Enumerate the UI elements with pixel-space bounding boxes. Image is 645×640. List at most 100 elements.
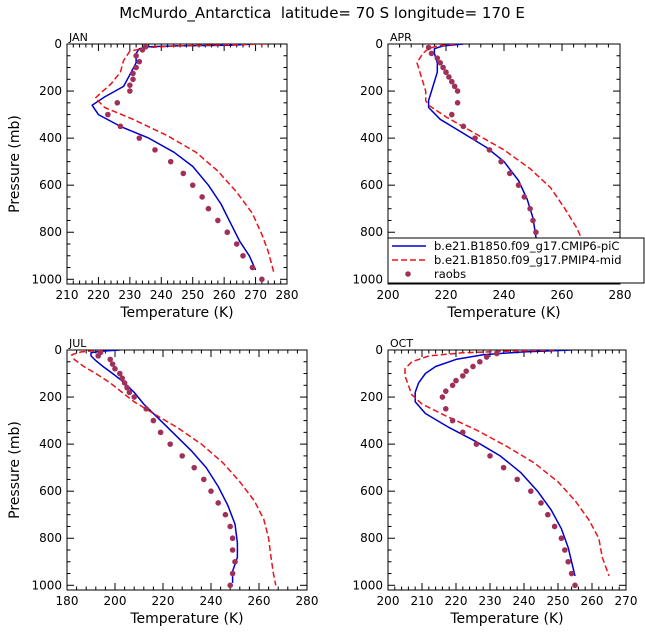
- y-tick-label: 0: [54, 37, 62, 51]
- y-tick-label: 0: [375, 343, 383, 357]
- x-tick-label: 220: [435, 288, 458, 302]
- x-axis-label: Temperature (K): [129, 611, 243, 627]
- month-label: APR: [390, 31, 412, 44]
- x-tick-label: 280: [276, 288, 299, 302]
- obs-point: [453, 377, 459, 384]
- obs-point: [240, 252, 246, 259]
- y-tick-label: 800: [360, 531, 383, 545]
- obs-point: [259, 276, 265, 283]
- obs-point: [121, 380, 128, 386]
- y-tick-label: 200: [39, 390, 62, 404]
- x-tick-label: 200: [104, 594, 127, 608]
- obs-point: [215, 217, 221, 224]
- y-tick-label: 0: [375, 37, 383, 51]
- pmip-line: [94, 44, 276, 275]
- obs-point: [454, 100, 461, 106]
- x-tick-label: 260: [551, 288, 574, 302]
- legend-label: b.e21.B1850.f09_g17.PMIP4-mid: [434, 253, 622, 267]
- obs-point: [440, 64, 446, 71]
- obs-point: [136, 58, 143, 65]
- y-tick-label: 200: [360, 390, 383, 404]
- obs-point: [191, 464, 197, 471]
- plot-frame: [387, 349, 627, 591]
- obs-point: [127, 88, 133, 94]
- obs-point: [199, 194, 205, 200]
- obs-point: [143, 406, 149, 412]
- obs-point: [451, 83, 458, 90]
- x-tick-label: 250: [181, 288, 204, 302]
- obs-point: [545, 511, 551, 518]
- obs-point: [454, 88, 461, 94]
- obs-point: [483, 354, 490, 360]
- y-tick-label: 200: [39, 84, 62, 98]
- obs-point: [105, 111, 111, 118]
- obs-point: [208, 488, 214, 494]
- obs-point: [558, 535, 565, 542]
- obs-point: [133, 64, 139, 71]
- obs-point: [227, 582, 233, 589]
- panels: 210 220 230 240 250 260 270 280 0 200 400 600 800 100…: [7, 31, 645, 627]
- x-tick-label: 220: [152, 594, 175, 608]
- obs-point: [425, 44, 432, 51]
- obs-point: [434, 55, 441, 61]
- x-tick-label: 240: [200, 594, 223, 608]
- legend-label: raobs: [434, 267, 466, 281]
- obs-point: [565, 558, 571, 565]
- obs-point: [157, 429, 164, 436]
- x-tick-label: 240: [513, 594, 536, 608]
- obs-point: [107, 356, 113, 363]
- x-tick-label: 260: [581, 594, 604, 608]
- obs-point: [439, 394, 446, 400]
- obs-point: [201, 476, 207, 483]
- obs-point: [449, 382, 456, 389]
- obs-point: [205, 205, 212, 212]
- x-tick-label: 220: [87, 288, 110, 302]
- plot-frame: [66, 43, 288, 285]
- y-tick-label: 800: [39, 531, 62, 545]
- obs-point: [460, 429, 466, 436]
- obs-point: [119, 375, 125, 382]
- obs-point: [460, 373, 466, 379]
- y-tick-label: 1000: [352, 272, 383, 286]
- obs-point: [232, 558, 238, 565]
- y-tick-label: 400: [360, 131, 383, 145]
- obs-point: [500, 464, 507, 471]
- x-tick-label: 280: [296, 594, 319, 608]
- plot-frame: [66, 349, 308, 591]
- obs-point: [167, 158, 174, 165]
- month-label: OCT: [390, 337, 413, 350]
- y-tick-label: 400: [360, 437, 383, 451]
- y-tick-label: 600: [360, 484, 383, 498]
- obs-point: [229, 570, 236, 577]
- obs-point: [530, 217, 536, 224]
- x-tick-label: 210: [56, 288, 79, 302]
- obs-point: [460, 123, 467, 130]
- month-label: JAN: [68, 31, 88, 44]
- x-axis-label: Temperature (K): [446, 305, 560, 321]
- y-tick-label: 200: [360, 84, 383, 98]
- cmip-line: [414, 350, 576, 577]
- y-tick-label: 600: [39, 484, 62, 498]
- cmip-line: [90, 350, 239, 583]
- obs-point: [114, 100, 121, 106]
- obs-point: [233, 241, 240, 247]
- obs-point: [249, 264, 256, 271]
- obs-point: [136, 135, 143, 141]
- obs-point: [473, 441, 480, 447]
- x-tick-label: 240: [493, 288, 516, 302]
- legend-box: [387, 237, 645, 284]
- obs-point: [215, 500, 221, 506]
- obs-point: [167, 441, 173, 447]
- obs-point: [95, 353, 101, 359]
- x-tick-label: 260: [248, 594, 271, 608]
- obs-point: [568, 570, 575, 577]
- x-tick-label: 210: [411, 594, 434, 608]
- obs-point: [224, 229, 231, 236]
- obs-point: [229, 535, 236, 542]
- obs-point: [130, 76, 136, 83]
- obs-point: [126, 389, 133, 396]
- obs-point: [152, 147, 158, 153]
- legend-label: b.e21.B1850.f09_g17.CMIP6-piC: [434, 239, 619, 253]
- obs-point: [124, 384, 130, 391]
- obs-point: [112, 366, 118, 372]
